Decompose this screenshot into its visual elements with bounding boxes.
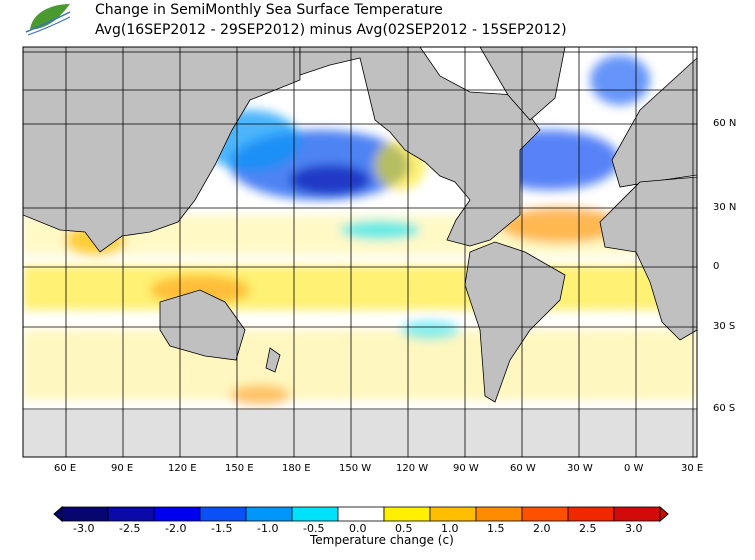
colorbar-title: Temperature change (c) xyxy=(310,533,454,547)
chart-subtitle: Avg(16SEP2012 - 29SEP2012) minus Avg(02S… xyxy=(95,22,567,38)
asia xyxy=(23,47,301,253)
leaf-wave-logo xyxy=(25,4,71,36)
colorbar-tick-label: -2.5 xyxy=(119,522,141,535)
longitude-label: 120 E xyxy=(168,463,197,474)
colorbar-min-arrow xyxy=(53,505,63,523)
longitude-label: 150 E xyxy=(225,463,254,474)
colorbar-tick-label: 0.5 xyxy=(395,522,413,535)
longitude-label: 30 E xyxy=(681,463,704,474)
colorbar-segment xyxy=(291,506,339,522)
colorbar-segment xyxy=(107,506,155,522)
sst-anomaly-field xyxy=(23,50,697,405)
colorbar-tick-label: 2.0 xyxy=(533,522,551,535)
colorbar-tick-label: 3.0 xyxy=(625,522,643,535)
longitude-label: 60 E xyxy=(54,463,77,474)
colorbar-tick-label: 2.5 xyxy=(579,522,597,535)
africa xyxy=(599,176,697,341)
colorbar-segment xyxy=(429,506,477,522)
north-america xyxy=(299,47,541,247)
south-america xyxy=(464,241,566,403)
longitude-label: 90 E xyxy=(111,463,134,474)
longitude-label: 0 W xyxy=(624,463,644,474)
longitude-label: 120 W xyxy=(396,463,429,474)
longitude-label: 60 W xyxy=(510,463,536,474)
colorbar-segment xyxy=(61,506,109,522)
graticule xyxy=(23,47,697,457)
colorbar-tick-label: 1.5 xyxy=(487,522,505,535)
latitude-label: 60 N xyxy=(713,118,737,129)
chart-title: Change in SemiMonthly Sea Surface Temper… xyxy=(95,2,443,18)
colorbar-segment xyxy=(567,506,615,522)
longitude-label: 180 E xyxy=(282,463,311,474)
sea-ice-region xyxy=(23,410,697,457)
latitude-label: 60 S xyxy=(713,403,736,414)
colorbar-tick-label: -0.5 xyxy=(303,522,325,535)
colorbar-segment xyxy=(199,506,247,522)
colorbar-tick-label: -3.0 xyxy=(73,522,95,535)
colorbar-tick-label: 0.0 xyxy=(349,522,367,535)
latitude-label: 30 S xyxy=(713,321,736,332)
australia xyxy=(159,289,246,361)
new-zealand xyxy=(265,347,281,373)
land-masses xyxy=(23,47,697,403)
greenland xyxy=(479,47,566,121)
colorbar-max-arrow xyxy=(659,505,669,523)
longitude-label: 150 W xyxy=(339,463,372,474)
colorbar-tick-label: -2.0 xyxy=(165,522,187,535)
colorbar-segment xyxy=(383,506,431,522)
colorbar-segment xyxy=(337,506,385,522)
colorbar-tick-label: -1.0 xyxy=(257,522,279,535)
colorbar-tick-label: 1.0 xyxy=(441,522,459,535)
colorbar-segment xyxy=(475,506,523,522)
colorbar-segment xyxy=(245,506,293,522)
longitude-label: 90 W xyxy=(453,463,479,474)
colorbar-segment xyxy=(613,506,661,522)
colorbar-tick-label: -1.5 xyxy=(211,522,233,535)
sst-map xyxy=(22,46,698,458)
longitude-label: 30 W xyxy=(567,463,593,474)
colorbar-segment xyxy=(153,506,201,522)
latitude-label: 0 xyxy=(713,261,720,272)
map-frame xyxy=(22,46,698,458)
latitude-label: 30 N xyxy=(713,202,737,213)
colorbar-segment xyxy=(521,506,569,522)
